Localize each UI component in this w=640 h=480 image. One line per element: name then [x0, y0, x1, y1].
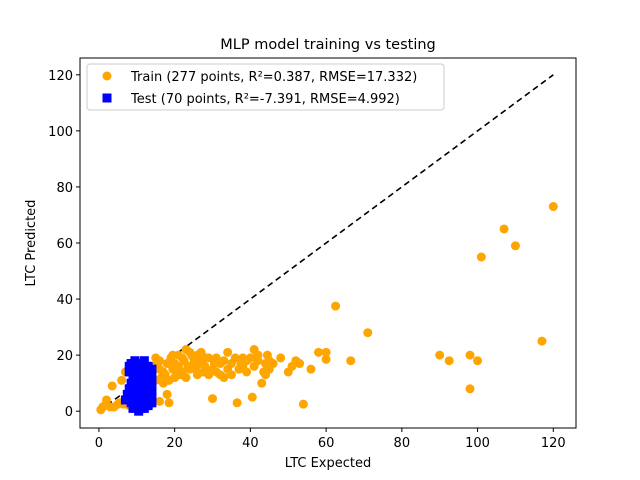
train-point — [208, 394, 218, 404]
test-point — [139, 356, 149, 366]
train-point — [242, 367, 252, 377]
train-point — [363, 328, 373, 338]
train-point — [291, 356, 301, 366]
y-tick-label: 80 — [56, 181, 73, 196]
test-point — [134, 384, 144, 394]
axis-ticks: 0 20 40 60 80 100 120 0 20 40 60 80 100 120 — [48, 69, 566, 451]
y-tick-label: 60 — [56, 237, 73, 252]
train-point — [247, 392, 257, 402]
plot-frame — [79, 57, 577, 429]
x-tick-label: 120 — [541, 436, 566, 451]
train-point — [510, 241, 520, 251]
test-point — [128, 384, 138, 394]
x-tick-label: 60 — [318, 436, 335, 451]
train-point — [276, 353, 286, 363]
test-point — [139, 403, 149, 413]
test-series — [120, 356, 157, 416]
y-axis-label: LTC Predicted — [24, 200, 39, 287]
y-tick-label: 120 — [48, 69, 73, 84]
test-point — [147, 392, 157, 402]
test-point — [128, 392, 138, 402]
train-point — [465, 350, 475, 360]
train-point — [257, 378, 267, 388]
train-point — [102, 395, 112, 405]
legend-train-marker — [102, 71, 112, 81]
test-point — [128, 403, 138, 413]
x-tick-label: 20 — [166, 436, 183, 451]
test-point — [136, 361, 146, 371]
train-point — [155, 356, 165, 366]
train-point — [245, 353, 255, 363]
test-point — [130, 378, 140, 388]
train-point — [117, 375, 127, 385]
y-tick-label: 0 — [65, 405, 73, 420]
x-tick-label: 0 — [95, 436, 103, 451]
train-point — [164, 398, 174, 408]
train-point — [548, 202, 558, 212]
train-point — [473, 356, 483, 366]
train-point — [253, 356, 263, 366]
test-point — [147, 364, 157, 374]
train-point — [162, 389, 172, 399]
chart-title: MLP model training vs testing — [220, 37, 436, 53]
train-point — [499, 224, 509, 234]
train-point — [314, 347, 324, 357]
train-point — [444, 356, 454, 366]
x-axis-label: LTC Expected — [285, 456, 372, 471]
train-point — [204, 370, 214, 380]
test-point — [147, 387, 157, 397]
test-point — [145, 381, 155, 391]
test-point — [147, 398, 157, 408]
test-point — [122, 389, 132, 399]
x-tick-label: 40 — [242, 436, 259, 451]
train-point — [232, 398, 242, 408]
train-point — [185, 364, 195, 374]
train-point — [192, 350, 202, 360]
train-point — [226, 359, 236, 369]
train-point — [537, 336, 547, 346]
y-tick-label: 100 — [48, 125, 73, 140]
y-tick-label: 20 — [56, 349, 73, 364]
train-point — [170, 373, 180, 383]
train-point — [181, 373, 191, 383]
train-point — [321, 354, 331, 364]
legend-box — [86, 63, 445, 111]
train-point — [238, 353, 248, 363]
train-series — [96, 202, 558, 415]
train-point — [155, 396, 165, 406]
test-point — [132, 398, 142, 408]
train-point — [158, 367, 168, 377]
train-point — [306, 364, 316, 374]
train-point — [331, 301, 341, 311]
test-point — [124, 367, 134, 377]
train-point — [435, 350, 445, 360]
train-point — [219, 373, 229, 383]
test-point — [126, 359, 136, 369]
test-point — [120, 395, 130, 405]
legend: Train (277 points, R²=0.387, RMSE=17.332… — [86, 63, 445, 111]
y-tick-label: 40 — [56, 293, 73, 308]
legend-train-label: Train (277 points, R²=0.387, RMSE=17.332… — [130, 70, 417, 85]
train-point — [283, 367, 293, 377]
legend-test-label: Test (70 points, R²=-7.391, RMSE=4.992) — [130, 92, 400, 107]
train-point — [223, 347, 233, 357]
train-point — [200, 353, 210, 363]
train-point — [211, 367, 221, 377]
test-point — [145, 373, 155, 383]
train-point — [268, 359, 278, 369]
train-point — [476, 252, 486, 262]
x-tick-label: 100 — [465, 436, 490, 451]
test-point — [141, 361, 151, 371]
legend-test-marker — [102, 93, 112, 103]
x-tick-label: 80 — [394, 436, 411, 451]
train-point — [346, 356, 356, 366]
train-point — [107, 381, 117, 391]
train-point — [215, 359, 225, 369]
train-point — [321, 347, 331, 357]
train-point — [465, 384, 475, 394]
train-point — [298, 399, 308, 409]
test-point — [137, 370, 147, 380]
